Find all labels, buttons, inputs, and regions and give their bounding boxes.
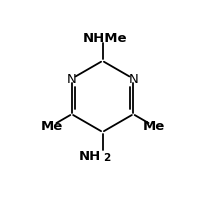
Text: NH: NH [79, 149, 101, 162]
Text: N: N [67, 73, 76, 86]
Text: N: N [128, 73, 137, 86]
Text: 2: 2 [103, 152, 110, 162]
Text: Me: Me [40, 120, 62, 133]
Text: NHMe: NHMe [82, 32, 126, 45]
Text: Me: Me [142, 120, 164, 133]
